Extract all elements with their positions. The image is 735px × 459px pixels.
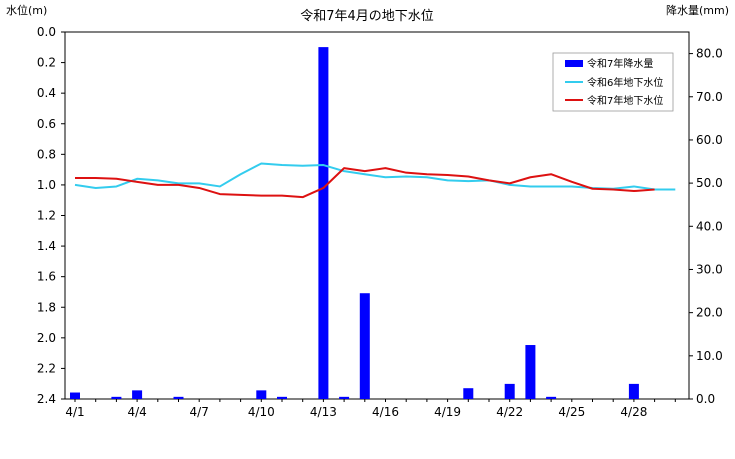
left-axis: 0.0 0.2 0.4 0.6 0.8 1.0 1.2 1.4 1.6 1.8 2.0 2.2 2.4 (37, 25, 65, 406)
x-axis-tick-label: 4/13 (310, 405, 337, 419)
legend-label-precipitation: 令和7年降水量 (587, 57, 653, 70)
left-axis-tick-label: 1.4 (37, 239, 56, 253)
precipitation-bar (277, 396, 287, 399)
x-axis-tick-label: 4/19 (434, 405, 461, 419)
left-axis-tick-label: 1.2 (37, 209, 56, 223)
left-axis-tick-label: 0.8 (37, 147, 56, 161)
precipitation-bar (111, 396, 122, 399)
left-axis-tick-label: 2.4 (37, 392, 56, 406)
chart-title: 令和7年4月の地下水位 (300, 9, 434, 24)
x-axis-tick-label: 4/7 (190, 405, 209, 419)
precipitation-bar (318, 47, 329, 400)
x-axis-tick-label: 4/28 (620, 405, 647, 419)
right-axis-tick-label: 10.0 (696, 349, 723, 363)
precipitation-bar (132, 390, 143, 399)
right-axis-tick-label: 80.0 (696, 47, 723, 61)
left-axis-tick-label: 1.6 (37, 270, 56, 284)
precipitation-bar (339, 396, 350, 399)
lines-layer (74, 162, 676, 199)
x-axis-tick-label: 4/25 (558, 405, 585, 419)
bars-layer (70, 47, 639, 400)
precipitation-bar (525, 345, 536, 399)
right-axis-tick-label: 20.0 (696, 306, 723, 320)
x-axis-tick-label: 4/1 (65, 405, 84, 419)
left-axis-tick-label: 0.0 (37, 25, 56, 39)
right-axis-tick-label: 40.0 (696, 219, 723, 233)
legend: 令和7年降水量 令和6年地下水位 令和7年地下水位 (552, 52, 674, 112)
left-axis-tick-label: 0.6 (37, 117, 56, 131)
precipitation-bar (256, 390, 267, 399)
right-axis: 0.0 10.0 20.0 30.0 40.0 50.0 60.0 70.0 80.0 (689, 47, 723, 406)
precipitation-bar (70, 392, 80, 399)
precipitation-bar (628, 383, 639, 399)
left-axis-tick-label: 1.8 (37, 300, 56, 314)
left-axis-label: 水位(m) (6, 3, 47, 17)
precipitation-bar (173, 396, 184, 399)
left-axis-tick-label: 0.2 (37, 56, 56, 70)
right-axis-tick-label: 0.0 (696, 392, 715, 406)
x-axis-tick-label: 4/10 (248, 405, 275, 419)
precipitation-bar (546, 396, 557, 399)
legend-label-r7-level: 令和7年地下水位 (587, 94, 663, 107)
x-axis-tick-label: 4/16 (372, 405, 399, 419)
right-axis-label: 降水量(mm) (666, 3, 729, 17)
x-axis: 4/1 4/4 4/7 4/10 4/13 4/16 4/19 4/22 4/25 4/28 (65, 399, 676, 419)
left-axis-tick-label: 1.0 (37, 178, 56, 192)
right-axis-tick-label: 70.0 (696, 90, 723, 104)
precipitation-bar (359, 293, 370, 399)
legend-swatch-precipitation (565, 60, 583, 67)
left-axis-tick-label: 2.0 (37, 331, 56, 345)
x-axis-tick-label: 4/22 (496, 405, 523, 419)
right-axis-tick-label: 50.0 (696, 176, 723, 190)
right-axis-tick-label: 60.0 (696, 133, 723, 147)
left-axis-tick-label: 0.4 (37, 86, 56, 100)
precipitation-bar (504, 383, 515, 399)
r7-groundwater-line (75, 167, 655, 199)
precipitation-bar (463, 388, 474, 399)
legend-label-r6-level: 令和6年地下水位 (587, 76, 663, 89)
r6-groundwater-line (74, 162, 676, 191)
x-axis-tick-label: 4/4 (127, 405, 146, 419)
right-axis-tick-label: 30.0 (696, 262, 723, 276)
left-axis-tick-label: 2.2 (37, 361, 56, 375)
